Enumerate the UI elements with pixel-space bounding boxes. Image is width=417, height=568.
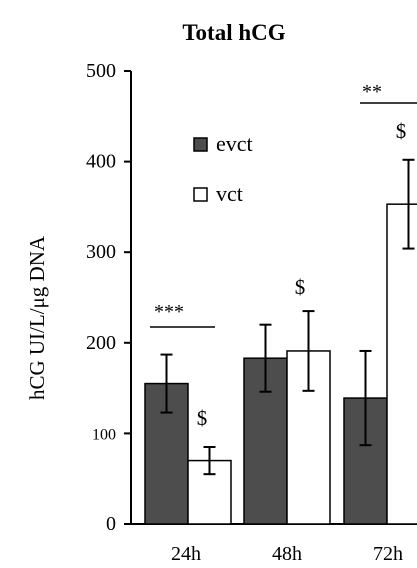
x-tick-label: 48h <box>272 543 302 565</box>
legend-swatch-evct <box>193 137 208 152</box>
dollar-annotations: $ $ $ <box>197 119 407 430</box>
y-tick-label: 100 <box>92 426 116 443</box>
x-tick-labels: 24h 48h 72h <box>171 543 403 565</box>
y-tick-label: 300 <box>86 241 116 263</box>
legend-label-evct: evct <box>216 131 253 156</box>
legend-swatch-vct <box>193 187 208 202</box>
significance-label-24h: *** <box>154 301 184 323</box>
legend-label-vct: vct <box>216 181 243 206</box>
dollar-mark-48h: $ <box>295 275 306 299</box>
y-axis-label: hCG UI/L/μg DNA <box>25 235 49 400</box>
y-tick-label: 0 <box>106 513 116 535</box>
x-tick-label: 72h <box>373 543 403 565</box>
y-tick-label: 200 <box>86 332 116 354</box>
bars <box>144 158 417 525</box>
significance-annotations: *** ** <box>150 81 417 328</box>
y-tick-label: 400 <box>86 151 116 173</box>
dollar-mark-72h: $ <box>396 119 407 143</box>
x-tick-label: 24h <box>171 543 201 565</box>
y-ticks: 0 100 200 300 400 500 <box>86 60 131 535</box>
bar-vct-72h <box>386 203 417 525</box>
chart-title: Total hCG <box>182 20 285 45</box>
y-tick-label: 500 <box>86 60 116 82</box>
significance-label-72h: ** <box>362 81 382 103</box>
legend: evct vct <box>193 131 253 206</box>
dollar-mark-24h: $ <box>197 406 208 430</box>
